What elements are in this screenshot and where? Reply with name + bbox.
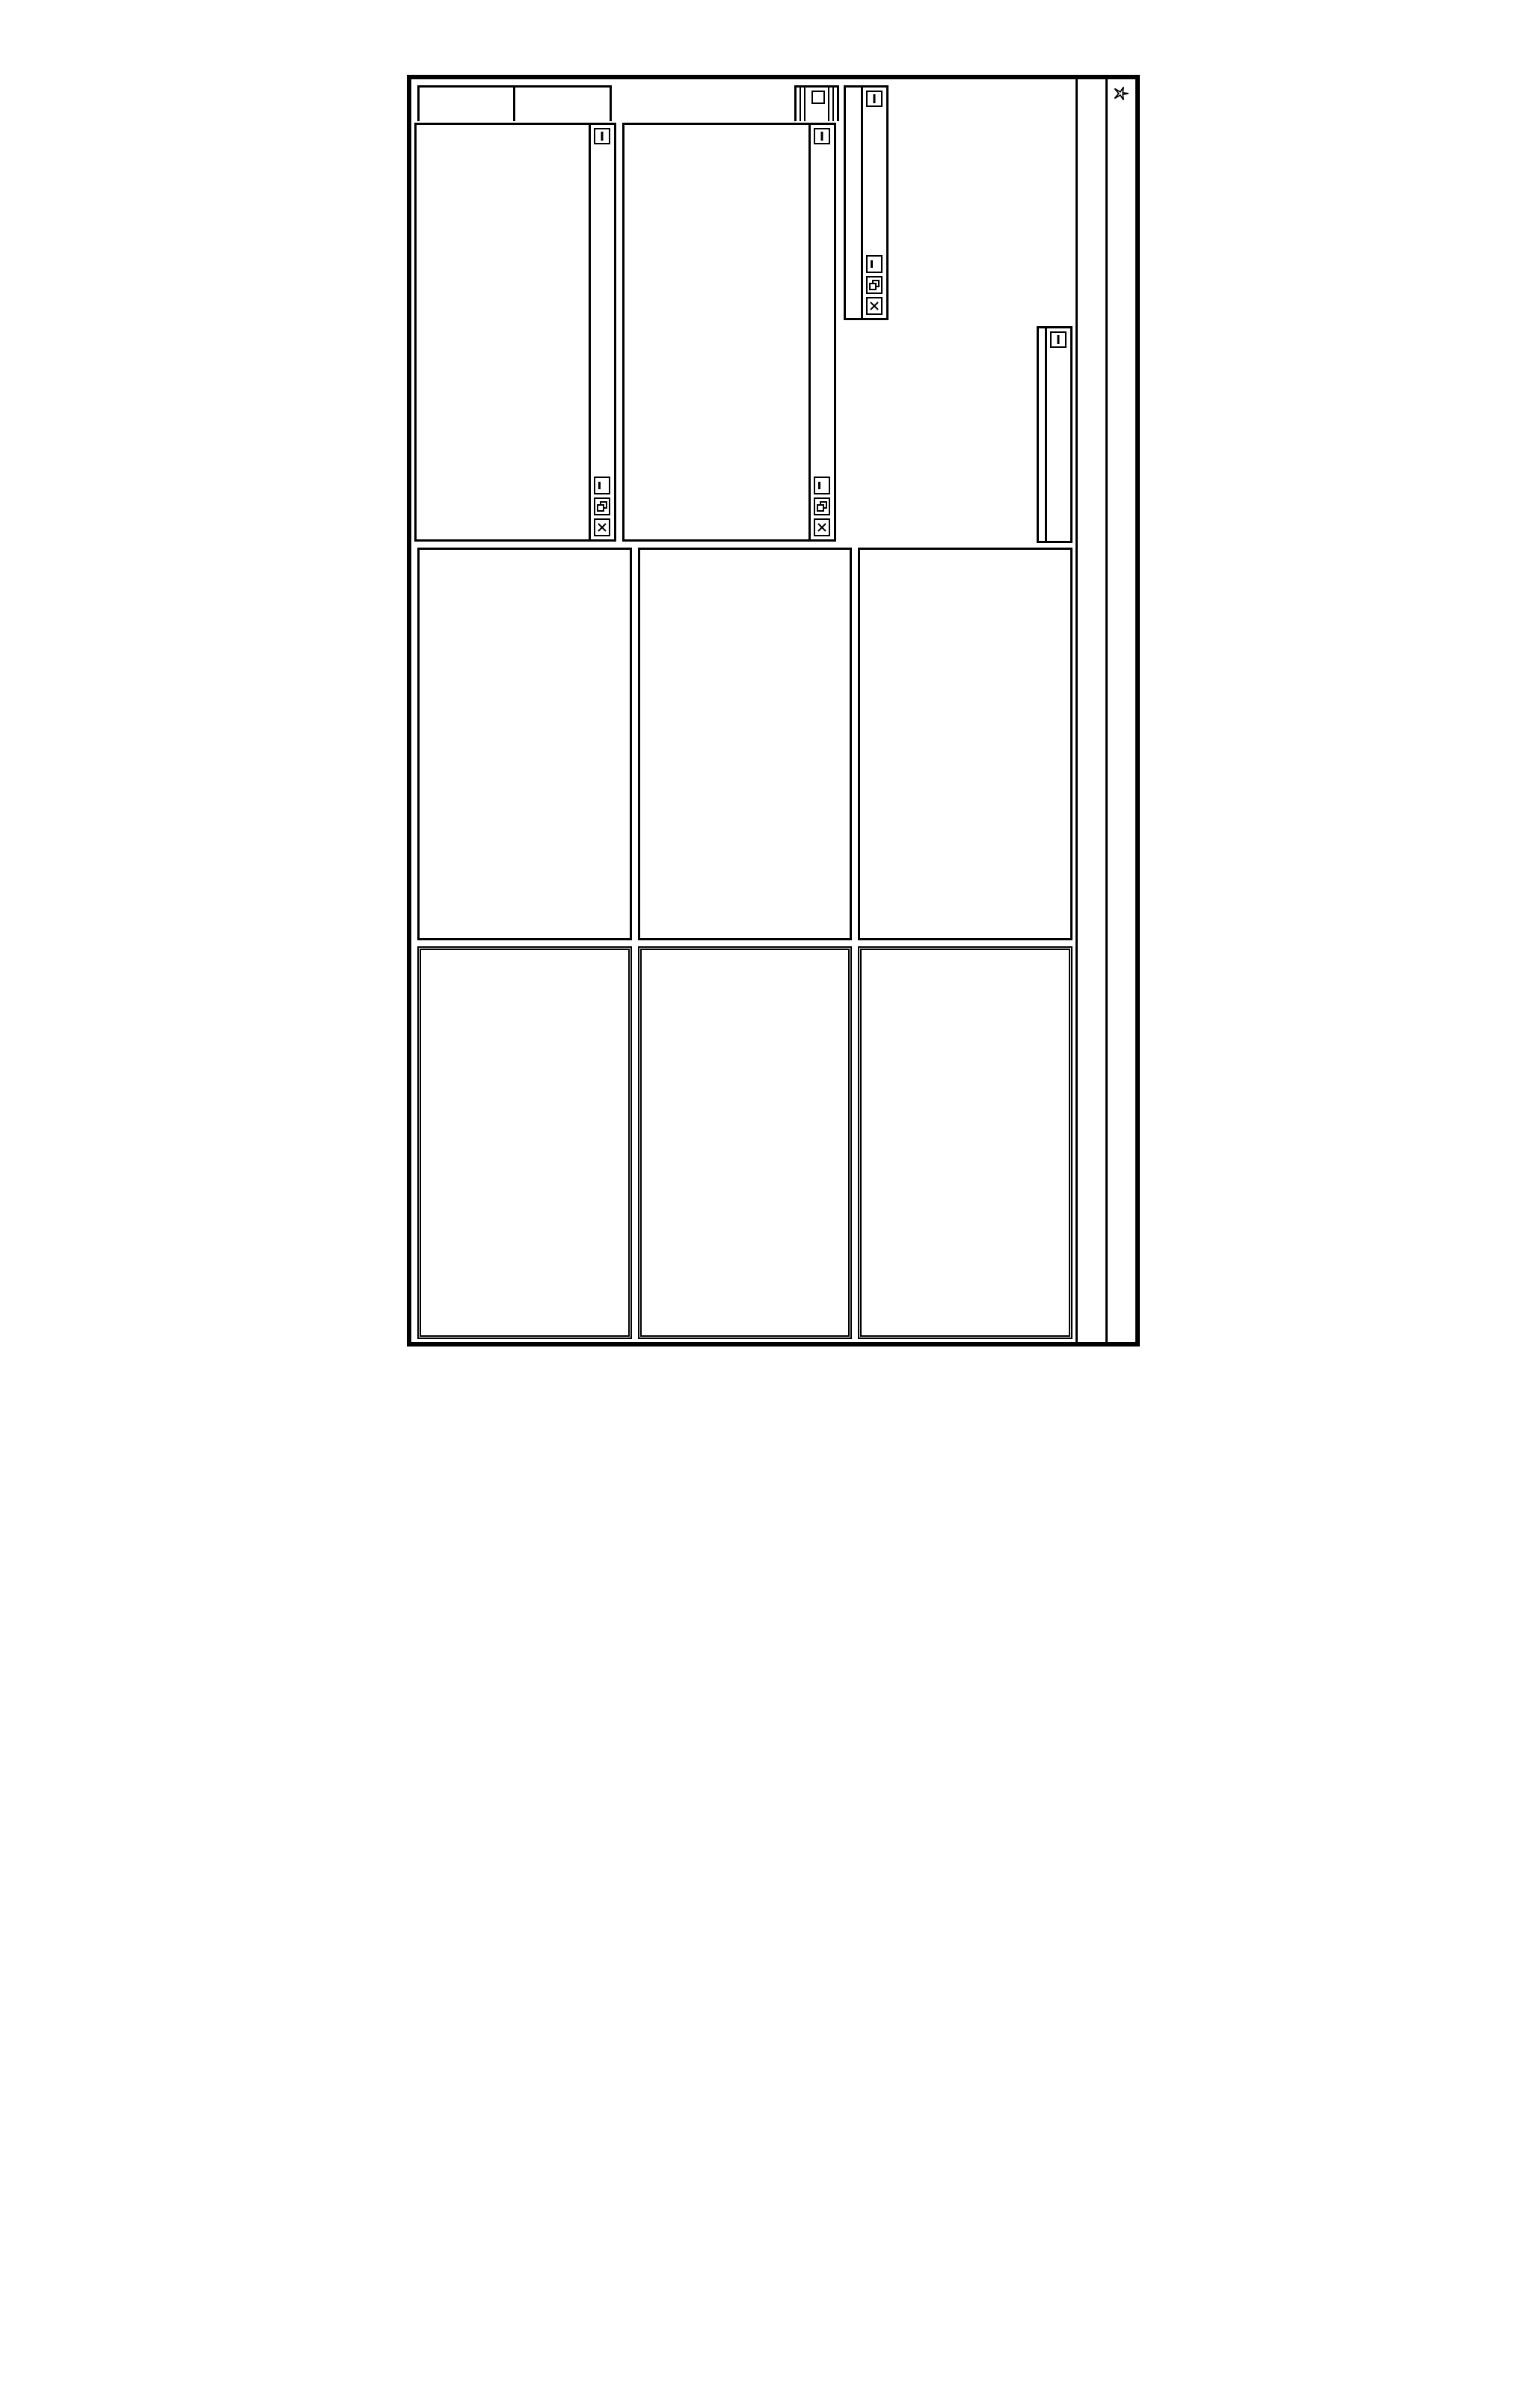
sysmenu-icon[interactable] [866,91,883,107]
workspace [411,79,1075,1342]
gutter-row [797,88,801,121]
minimize-button[interactable] [594,477,610,494]
gutter-row [829,88,834,121]
maximize-button[interactable] [866,276,883,294]
gutter-row [801,88,805,121]
grid-cell-0 [858,548,1072,940]
grid-cell-4 [417,548,632,940]
close-button[interactable] [866,297,883,315]
left-slots [417,85,612,121]
sysmenu-icon[interactable] [594,128,610,144]
left-gutter [794,85,839,121]
organi-panel-mid [622,123,836,542]
gutter-row [805,88,829,121]
window-titlebar [1105,79,1135,1342]
minimize-button[interactable] [814,477,830,494]
organi-low-header[interactable] [589,125,614,539]
sysmenu-icon[interactable] [1050,331,1067,348]
grid-cell-2 [637,548,852,940]
maximize-button[interactable] [814,497,830,515]
grid-cell-1 [858,946,1072,1339]
organi-panel-empty [844,85,889,320]
organi-mid-view [624,125,808,539]
organi-low-view [417,125,589,539]
app-icon [1111,84,1131,103]
grid-cell-3 [637,946,852,1339]
minimize-button[interactable] [866,255,883,273]
maximize-button[interactable] [594,497,610,515]
application-window [407,75,1140,1347]
menu-bar [1075,79,1105,1342]
sysmenu-icon[interactable] [814,128,830,144]
organi-empty-header[interactable] [861,88,886,318]
settings-panel [1037,326,1072,543]
gutter-row [834,88,837,121]
grid-cell-5 [417,946,632,1339]
close-button[interactable] [814,518,830,536]
video-grid [417,548,1072,1339]
settings-panel-header[interactable] [1045,328,1070,541]
organi-panel-low [414,123,616,542]
close-button[interactable] [594,518,610,536]
settings-panel-body [1042,328,1045,541]
organi-mid-header[interactable] [808,125,834,539]
